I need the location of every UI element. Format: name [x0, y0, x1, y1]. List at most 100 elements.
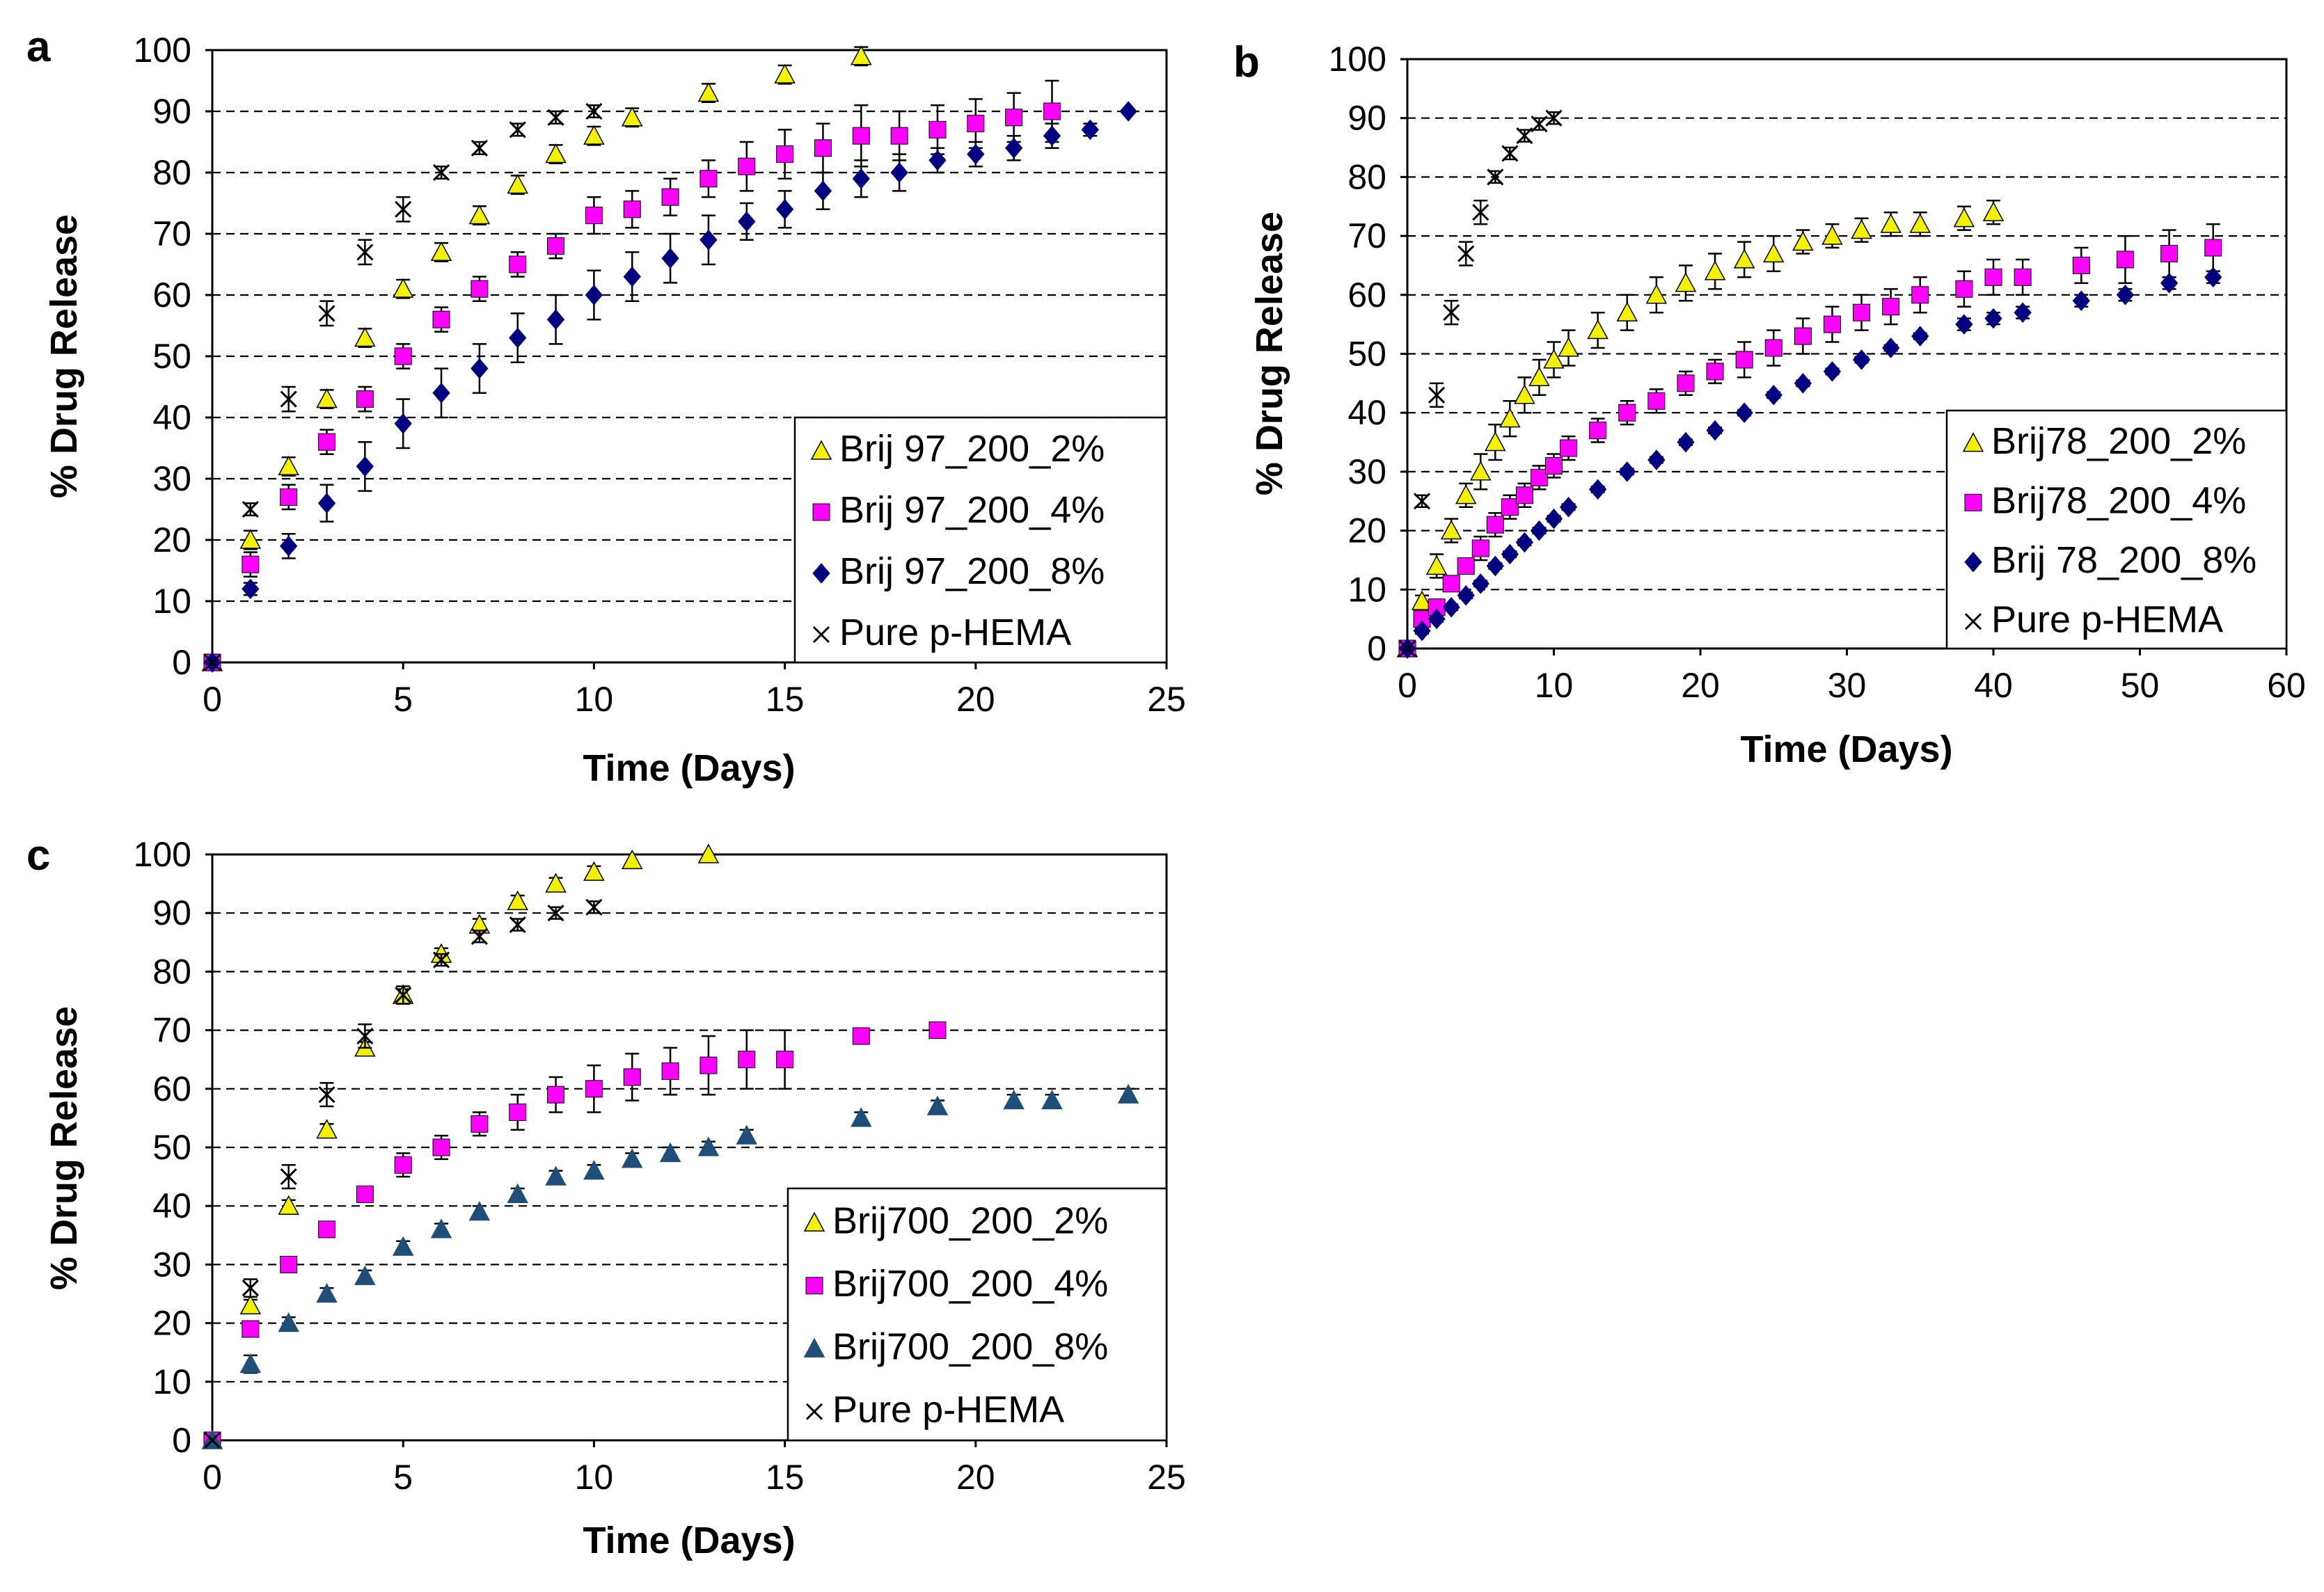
x-tick-label: 15 [766, 1458, 805, 1497]
legend-marker [805, 1277, 823, 1295]
data-point [546, 309, 565, 330]
data-point [851, 45, 872, 65]
data-point [203, 1431, 221, 1449]
x-tick-label: 0 [203, 1458, 222, 1497]
data-point [239, 529, 262, 549]
y-tick-label: 50 [1347, 335, 1386, 374]
data-point [280, 536, 298, 557]
y-tick-label: 30 [1347, 452, 1386, 491]
x-tick-label: 10 [575, 680, 614, 719]
data-point [356, 1185, 374, 1203]
x-tick-label: 20 [1681, 666, 1720, 705]
data-point [278, 1195, 299, 1215]
y-tick-label: 0 [172, 643, 191, 682]
data-point [1588, 479, 1607, 500]
data-point [623, 266, 641, 287]
data-point [430, 1218, 452, 1239]
data-point [1982, 201, 2005, 221]
data-point [1515, 532, 1534, 553]
data-point [890, 162, 908, 183]
data-point [1762, 242, 1785, 263]
data-point [1530, 520, 1549, 541]
data-point [547, 109, 564, 126]
data-point [356, 244, 374, 261]
series-0 [201, 45, 872, 671]
x-tick-label: 10 [575, 1458, 614, 1497]
data-point [280, 390, 297, 408]
legend-marker [803, 1337, 825, 1358]
x-tick-label: 40 [1974, 666, 2013, 705]
data-point [280, 1255, 298, 1273]
data-point [776, 145, 794, 164]
data-point [1501, 145, 1519, 162]
data-point [928, 120, 947, 138]
y-tick-label: 100 [134, 31, 191, 70]
data-point [1443, 304, 1460, 321]
data-point [583, 861, 605, 881]
data-point [890, 127, 908, 145]
data-point [1043, 102, 1061, 120]
legend-label: Brij 97_200_2% [839, 428, 1105, 470]
data-point [697, 1136, 720, 1156]
data-point [468, 1201, 491, 1221]
x-tick-label: 0 [1398, 666, 1417, 705]
data-point [471, 280, 489, 298]
data-point [354, 1265, 376, 1285]
data-point [2014, 302, 2032, 323]
data-point [1984, 308, 2002, 329]
data-point [1911, 286, 1929, 304]
y-tick-label: 10 [152, 582, 191, 621]
panel-label: c [26, 831, 50, 879]
data-point [471, 928, 488, 945]
data-point [1531, 116, 1548, 133]
data-point [395, 987, 412, 1004]
data-point [1647, 392, 1666, 410]
data-point [1440, 520, 1462, 540]
data-point [623, 200, 641, 218]
data-point [1735, 351, 1753, 369]
data-point [1704, 260, 1726, 280]
data-point [392, 1236, 414, 1256]
data-point [1003, 1090, 1025, 1110]
x-tick-label: 20 [956, 1458, 995, 1497]
data-point [356, 1027, 374, 1045]
data-point [814, 180, 832, 202]
data-point [2160, 273, 2179, 294]
data-point [242, 1320, 260, 1338]
y-tick-label: 60 [1347, 276, 1386, 315]
data-point [395, 200, 412, 218]
y-tick-label: 90 [1347, 99, 1386, 138]
data-point [242, 500, 259, 518]
data-point [2160, 245, 2179, 263]
legend-marker [803, 1211, 825, 1232]
legend-marker [812, 563, 830, 584]
legend: Brij78_200_2% Brij78_200_4% Brij 78_200_8%… [1945, 409, 2288, 650]
series-3 [203, 898, 603, 1449]
data-point [2072, 290, 2090, 312]
data-point [967, 115, 985, 133]
data-point [316, 388, 338, 408]
data-point [316, 1119, 338, 1139]
data-point [585, 207, 603, 225]
data-point [471, 358, 489, 379]
data-point [1792, 230, 1814, 251]
legend-box [786, 1187, 1168, 1442]
y-tick-label: 0 [172, 1421, 191, 1460]
data-point [2204, 266, 2222, 288]
data-point [2072, 256, 2090, 274]
data-point [928, 150, 947, 171]
x-axis-title: Time (Days) [583, 1520, 795, 1561]
data-point [583, 1160, 605, 1180]
data-point [432, 951, 450, 969]
data-point [621, 849, 643, 870]
data-point [1909, 213, 1931, 233]
y-tick-label: 10 [1347, 570, 1386, 609]
data-point [585, 102, 603, 120]
data-point [1764, 339, 1782, 357]
legend-label: Brij700_200_4% [832, 1263, 1108, 1305]
data-point [926, 1095, 949, 1115]
data-point [545, 1165, 567, 1186]
data-point [928, 1021, 947, 1040]
chart-panel-b: b 0 10 20 30 40 50 60 70 80 90 100 0 10 20 30 40 50 60 Time… [1233, 38, 2306, 770]
